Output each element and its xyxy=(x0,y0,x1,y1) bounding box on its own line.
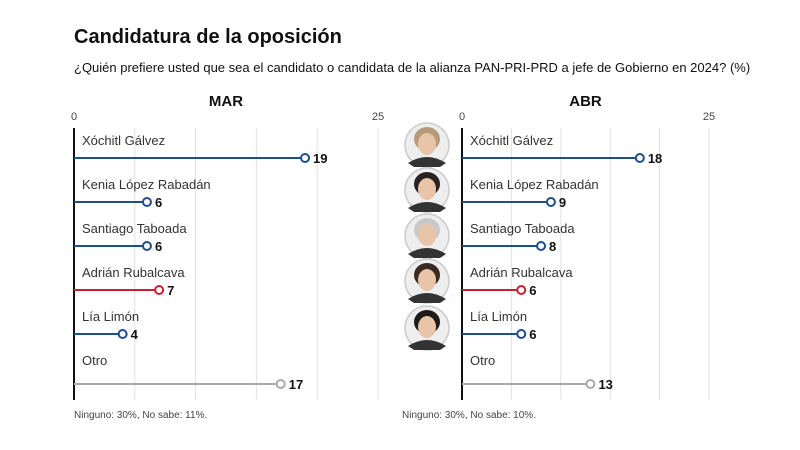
data-label: 6 xyxy=(155,195,162,210)
candidate-shoulders xyxy=(408,248,446,258)
candidate-shoulders xyxy=(408,340,446,350)
panel-title: ABR xyxy=(569,93,602,110)
lollipop-point xyxy=(545,197,556,207)
candidate-face xyxy=(418,316,436,338)
category-label: Xóchitl Gálvez xyxy=(82,133,165,148)
lollipop-point xyxy=(585,379,596,389)
candidate-face xyxy=(418,269,436,291)
lollipop-point xyxy=(516,285,527,295)
candidate-shoulders xyxy=(408,157,446,167)
candidate-shoulders xyxy=(408,202,446,212)
data-label: 6 xyxy=(529,283,536,298)
category-label: Xóchitl Gálvez xyxy=(470,133,553,148)
lollipop-point xyxy=(154,285,165,295)
chart-subtitle: ¿Quién prefiere usted que sea el candida… xyxy=(74,60,751,75)
candidate-face xyxy=(418,133,436,155)
note-abr: Ninguno: 30%, No sabe: 10%. xyxy=(402,410,536,421)
lollipop-point xyxy=(300,153,311,163)
data-label: 8 xyxy=(549,239,556,254)
x-tick-label: 0 xyxy=(71,111,77,123)
category-label: Santiago Taboada xyxy=(82,221,187,236)
data-label: 18 xyxy=(648,151,662,166)
candidate-face xyxy=(418,178,436,200)
candidate-shoulders xyxy=(408,293,446,303)
lollipop-point xyxy=(634,153,645,163)
data-label: 7 xyxy=(167,283,174,298)
candidate-face xyxy=(418,224,436,246)
lollipop-point xyxy=(516,329,527,339)
category-label: Lía Limón xyxy=(470,309,527,324)
data-label: 9 xyxy=(559,195,566,210)
x-tick-label: 25 xyxy=(703,111,715,123)
lollipop-point xyxy=(141,241,152,251)
category-label: Otro xyxy=(470,353,495,368)
category-label: Lía Limón xyxy=(82,309,139,324)
data-label: 17 xyxy=(289,377,303,392)
lollipop-point xyxy=(275,379,286,389)
category-label: Kenia López Rabadán xyxy=(470,177,599,192)
category-label: Adrián Rubalcava xyxy=(470,265,573,280)
panel-title: MAR xyxy=(209,93,243,110)
data-label: 13 xyxy=(598,377,612,392)
category-label: Kenia López Rabadán xyxy=(82,177,211,192)
data-label: 6 xyxy=(155,239,162,254)
category-label: Santiago Taboada xyxy=(470,221,575,236)
note-mar: Ninguno: 30%, No sabe: 11%. xyxy=(74,410,208,421)
data-label: 19 xyxy=(313,151,327,166)
lollipop-point xyxy=(536,241,547,251)
chart-title: Candidatura de la oposición xyxy=(74,26,342,48)
category-label: Otro xyxy=(82,353,107,368)
lollipop-point xyxy=(141,197,152,207)
lollipop-point xyxy=(117,329,128,339)
category-label: Adrián Rubalcava xyxy=(82,265,185,280)
x-tick-label: 0 xyxy=(459,111,465,123)
x-tick-label: 25 xyxy=(372,111,384,123)
data-label: 6 xyxy=(529,327,536,342)
data-label: 4 xyxy=(131,327,139,342)
